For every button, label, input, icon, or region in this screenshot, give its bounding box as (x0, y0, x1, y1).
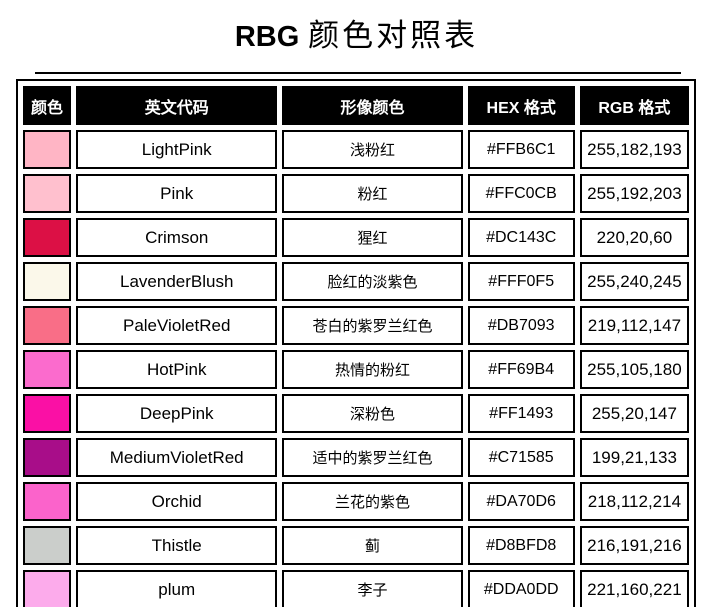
page-title: RBG 颜色对照表 (0, 10, 713, 55)
color-reference-table: 颜色 英文代码 形像颜色 HEX 格式 RGB 格式 LightPink 浅粉红… (16, 79, 696, 607)
color-rgb: 220,20,60 (579, 218, 689, 257)
table-row: Orchid 兰花的紫色 #DA70D6 218,112,214 (23, 482, 689, 521)
color-hex: #FFB6C1 (467, 130, 575, 169)
color-name-cn: 猩红 (282, 218, 463, 257)
color-swatch (23, 262, 72, 301)
color-hex: #FFF0F5 (467, 262, 575, 301)
header-english-code: 英文代码 (76, 86, 278, 125)
color-swatch (23, 570, 72, 607)
color-name-cn: 李子 (282, 570, 463, 607)
color-name-cn: 蓟 (282, 526, 463, 565)
table-row: Crimson 猩红 #DC143C 220,20,60 (23, 218, 689, 257)
horizontal-rule (35, 72, 681, 74)
color-swatch (23, 350, 72, 389)
table-row: HotPink 热情的粉红 #FF69B4 255,105,180 (23, 350, 689, 389)
color-swatch (23, 482, 72, 521)
header-hex-format: HEX 格式 (467, 86, 575, 125)
color-rgb: 255,105,180 (579, 350, 689, 389)
color-swatch (23, 218, 72, 257)
color-name-cn: 苍白的紫罗兰红色 (282, 306, 463, 345)
table-row: MediumVioletRed 适中的紫罗兰红色 #C71585 199,21,… (23, 438, 689, 477)
color-swatch (23, 438, 72, 477)
color-rgb: 255,192,203 (579, 174, 689, 213)
header-descriptive-color: 形像颜色 (282, 86, 463, 125)
table-row: Thistle 蓟 #D8BFD8 216,191,216 (23, 526, 689, 565)
color-hex: #DB7093 (467, 306, 575, 345)
header-row: 颜色 英文代码 形像颜色 HEX 格式 RGB 格式 (23, 86, 689, 125)
color-name-cn: 兰花的紫色 (282, 482, 463, 521)
color-name-cn: 热情的粉红 (282, 350, 463, 389)
color-name: Pink (76, 174, 278, 213)
color-name: DeepPink (76, 394, 278, 433)
color-rgb: 255,182,193 (579, 130, 689, 169)
color-name: plum (76, 570, 278, 607)
color-rgb: 255,240,245 (579, 262, 689, 301)
color-hex: #FFC0CB (467, 174, 575, 213)
color-hex: #D8BFD8 (467, 526, 575, 565)
color-name: Crimson (76, 218, 278, 257)
color-hex: #DC143C (467, 218, 575, 257)
color-hex: #FF1493 (467, 394, 575, 433)
color-name: PaleVioletRed (76, 306, 278, 345)
color-name: LavenderBlush (76, 262, 278, 301)
color-name: LightPink (76, 130, 278, 169)
color-name-cn: 深粉色 (282, 394, 463, 433)
color-name: Orchid (76, 482, 278, 521)
color-swatch (23, 306, 72, 345)
table-row: plum 李子 #DDA0DD 221,160,221 (23, 570, 689, 607)
color-hex: #FF69B4 (467, 350, 575, 389)
color-rgb: 221,160,221 (579, 570, 689, 607)
color-hex: #DA70D6 (467, 482, 575, 521)
color-rgb: 216,191,216 (579, 526, 689, 565)
color-name: Thistle (76, 526, 278, 565)
color-name: HotPink (76, 350, 278, 389)
color-name-cn: 浅粉红 (282, 130, 463, 169)
color-rgb: 219,112,147 (579, 306, 689, 345)
color-swatch (23, 394, 72, 433)
page-title-cn: 颜色对照表 (308, 18, 479, 53)
color-hex: #C71585 (467, 438, 575, 477)
table-row: PaleVioletRed 苍白的紫罗兰红色 #DB7093 219,112,1… (23, 306, 689, 345)
table-row: Pink 粉红 #FFC0CB 255,192,203 (23, 174, 689, 213)
color-name-cn: 适中的紫罗兰红色 (282, 438, 463, 477)
color-swatch (23, 130, 72, 169)
header-color: 颜色 (23, 86, 72, 125)
color-rgb: 255,20,147 (579, 394, 689, 433)
header-rgb-format: RGB 格式 (579, 86, 689, 125)
table-row: LightPink 浅粉红 #FFB6C1 255,182,193 (23, 130, 689, 169)
color-swatch (23, 174, 72, 213)
color-name: MediumVioletRed (76, 438, 278, 477)
table-row: DeepPink 深粉色 #FF1493 255,20,147 (23, 394, 689, 433)
color-name-cn: 脸红的淡紫色 (282, 262, 463, 301)
color-rgb: 199,21,133 (579, 438, 689, 477)
color-swatch (23, 526, 72, 565)
table-row: LavenderBlush 脸红的淡紫色 #FFF0F5 255,240,245 (23, 262, 689, 301)
page-title-en: RBG (234, 21, 300, 53)
color-name-cn: 粉红 (282, 174, 463, 213)
color-hex: #DDA0DD (467, 570, 575, 607)
color-rgb: 218,112,214 (579, 482, 689, 521)
